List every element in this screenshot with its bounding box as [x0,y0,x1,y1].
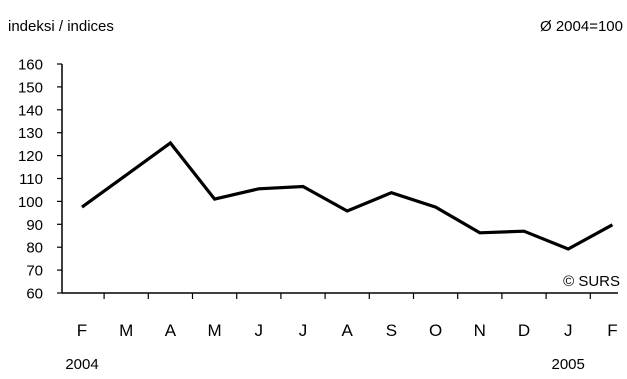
y-tick-label: 120 [18,148,43,165]
x-tick-label: N [474,321,486,340]
x-tick-label: J [564,321,573,340]
y-tick-label: 60 [26,286,43,303]
y-tick-label: 110 [19,171,43,188]
x-tick-label: F [77,321,87,340]
x-tick-label: F [607,321,617,340]
x-tick-label: M [208,321,222,340]
y-axis-title: indeksi / indices [8,18,114,35]
axes [62,64,618,293]
y-tick-label: 160 [18,57,43,74]
series-line [82,143,612,249]
x-tick-label: O [429,321,442,340]
x-tick-label: D [518,321,530,340]
x-tick-label: J [299,321,308,340]
x-axis-ticks: F M A M J J A S O N D J F 2004 2005 [65,293,617,373]
x-tick-label: A [342,321,354,340]
base-note: Ø 2004=100 [540,18,623,35]
year-label: 2004 [65,356,98,373]
y-tick-label: 90 [26,217,43,234]
y-tick-label: 70 [26,263,43,280]
y-tick-label: 130 [18,125,43,142]
x-tick-label: M [119,321,133,340]
copyright-note: © SURS [563,273,620,290]
x-tick-label: J [255,321,264,340]
year-label: 2005 [552,356,585,373]
x-tick-label: A [165,321,177,340]
y-axis-ticks: 60 70 80 90 100 110 120 130 140 150 160 [18,57,62,303]
x-tick-label: S [386,321,397,340]
series-layer [82,143,613,249]
y-tick-label: 100 [18,194,43,211]
y-tick-label: 140 [18,102,43,119]
y-tick-label: 150 [18,79,43,96]
y-tick-label: 80 [26,240,43,257]
